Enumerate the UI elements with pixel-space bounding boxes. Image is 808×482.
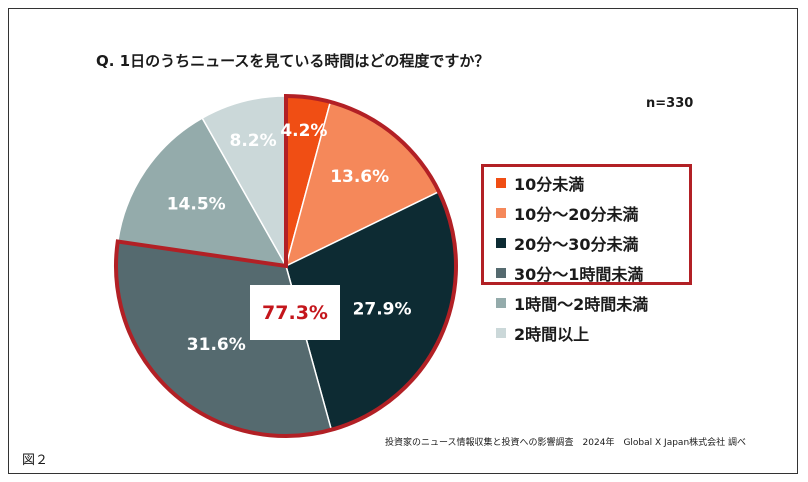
legend-swatch bbox=[496, 328, 506, 338]
legend-highlight-box bbox=[481, 164, 692, 285]
source-note: 投資家のニュース情報収集と投資への影響調査 2024年 Global X Jap… bbox=[385, 438, 747, 448]
legend-item: 2時間以上 bbox=[496, 321, 589, 345]
highlight-outline bbox=[114, 93, 458, 438]
sample-size: n=330 bbox=[646, 96, 694, 111]
legend-label: 10分未満 bbox=[514, 175, 585, 194]
pie-slice bbox=[116, 117, 288, 267]
legend-item: 10分～20分未満 bbox=[496, 201, 639, 225]
pie-slice-label: 8.2% bbox=[230, 131, 277, 151]
pie-slice-label: 4.2% bbox=[280, 121, 327, 141]
legend-label: 30分～1時間未満 bbox=[514, 265, 644, 284]
legend-label: 20分～30分未満 bbox=[514, 235, 639, 254]
legend-item: 20分～30分未満 bbox=[496, 231, 639, 255]
legend-swatch bbox=[496, 178, 506, 188]
highlight-box: 77.3% bbox=[250, 285, 340, 340]
pie-slice-label: 27.9% bbox=[353, 299, 412, 319]
pie-slice-label: 31.6% bbox=[187, 335, 246, 355]
legend-label: 10分～20分未満 bbox=[514, 205, 639, 224]
legend-swatch bbox=[496, 238, 506, 248]
legend-swatch bbox=[496, 298, 506, 308]
pie-slice-label: 14.5% bbox=[167, 195, 226, 215]
pie-labels: 4.2% 13.6% 27.9% 31.6% 14.5% 8.2% bbox=[167, 121, 412, 355]
legend-swatch bbox=[496, 268, 506, 278]
legend-item: 30分～1時間未満 bbox=[496, 261, 643, 285]
legend-label: 2時間以上 bbox=[514, 325, 590, 344]
pie-slice-label: 13.6% bbox=[330, 167, 389, 187]
legend-label: 1時間～2時間未満 bbox=[514, 295, 649, 314]
figure-label: 図２ bbox=[22, 453, 49, 468]
chart-title: Q. 1日のうちニュースを見ている時間はどの程度ですか？ bbox=[96, 52, 490, 70]
legend-item: 1時間～2時間未満 bbox=[496, 291, 648, 315]
pie-slices bbox=[115, 95, 457, 437]
legend-item: 10分未満 bbox=[496, 171, 584, 195]
legend-swatch bbox=[496, 208, 506, 218]
highlight-value: 77.3% bbox=[262, 301, 328, 324]
